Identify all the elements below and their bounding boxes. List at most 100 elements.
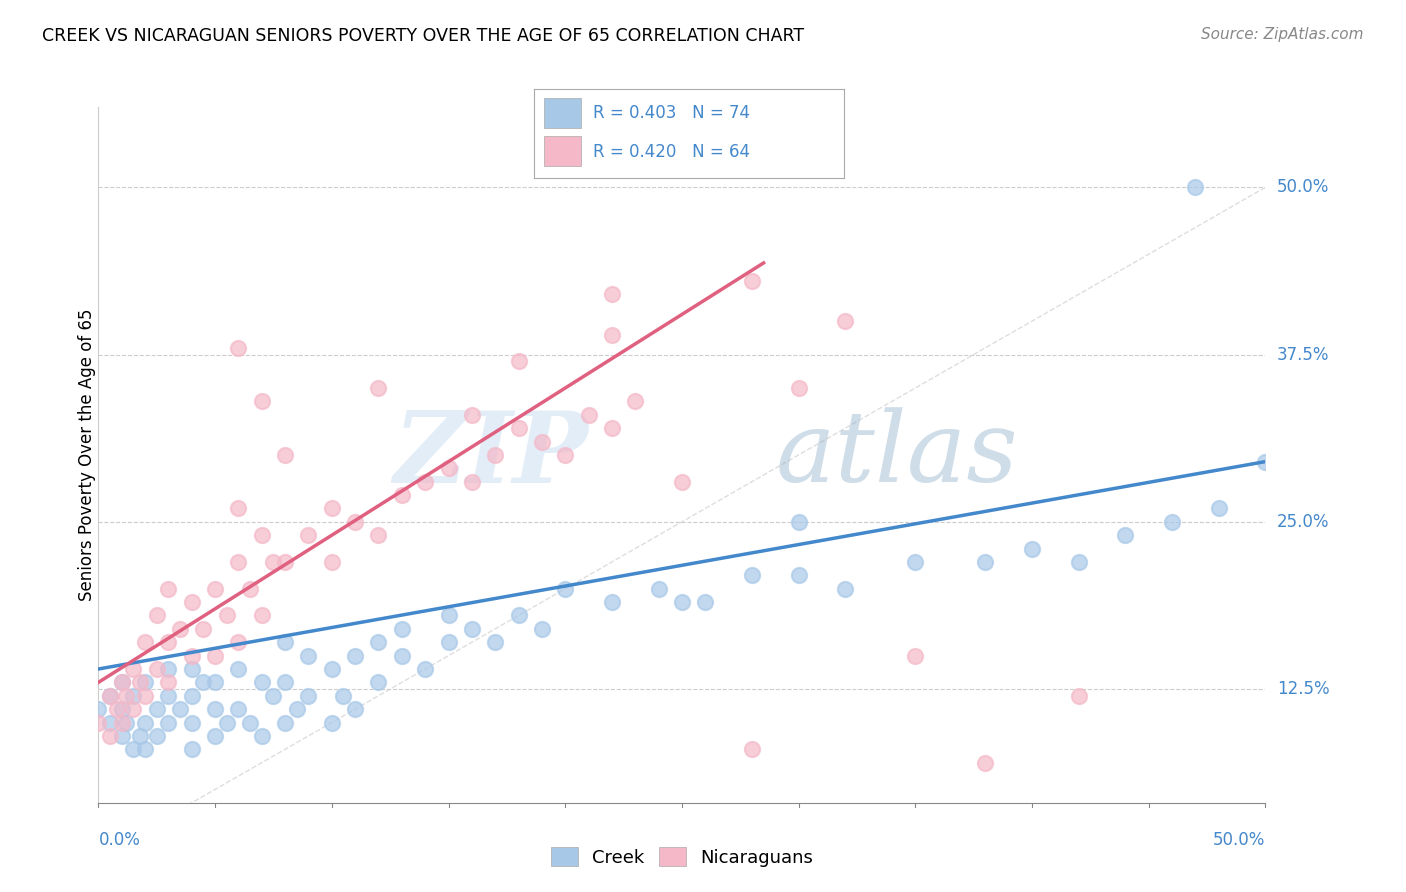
Point bbox=[554, 448, 576, 462]
Bar bbox=[544, 98, 581, 128]
Text: 50.0%: 50.0% bbox=[1213, 830, 1265, 848]
Point bbox=[344, 515, 367, 529]
Point bbox=[1184, 180, 1206, 194]
Point bbox=[146, 662, 169, 676]
Point bbox=[180, 595, 202, 609]
Point bbox=[297, 528, 319, 542]
Point bbox=[122, 662, 145, 676]
Point bbox=[228, 501, 250, 516]
Point bbox=[122, 702, 145, 716]
Point bbox=[1208, 501, 1230, 516]
Point bbox=[695, 595, 717, 609]
Point bbox=[129, 729, 152, 743]
Point bbox=[367, 381, 389, 395]
Point bbox=[129, 675, 152, 690]
Point bbox=[413, 475, 436, 489]
Point bbox=[1021, 541, 1043, 556]
Point bbox=[600, 327, 623, 342]
Point bbox=[391, 488, 413, 502]
Point bbox=[321, 715, 343, 730]
Point bbox=[274, 635, 297, 649]
Text: 25.0%: 25.0% bbox=[1277, 513, 1330, 531]
Point bbox=[787, 568, 810, 582]
Point bbox=[180, 662, 202, 676]
Point bbox=[285, 702, 308, 716]
Point bbox=[530, 434, 553, 449]
Point bbox=[530, 622, 553, 636]
Text: 50.0%: 50.0% bbox=[1277, 178, 1330, 196]
Point bbox=[321, 555, 343, 569]
Point bbox=[297, 689, 319, 703]
Point bbox=[204, 648, 226, 663]
Point bbox=[904, 555, 927, 569]
Point bbox=[367, 675, 389, 690]
Point bbox=[215, 715, 238, 730]
Point bbox=[146, 702, 169, 716]
Point bbox=[180, 715, 202, 730]
Text: 37.5%: 37.5% bbox=[1277, 345, 1330, 364]
Point bbox=[461, 408, 484, 422]
Point bbox=[111, 675, 134, 690]
Point bbox=[134, 715, 156, 730]
Point bbox=[741, 742, 763, 756]
Point bbox=[367, 635, 389, 649]
Point bbox=[157, 582, 180, 596]
Point bbox=[157, 662, 180, 676]
Point bbox=[1254, 455, 1277, 469]
Point bbox=[461, 475, 484, 489]
Point bbox=[157, 689, 180, 703]
Point bbox=[180, 689, 202, 703]
Point bbox=[508, 354, 530, 368]
Point bbox=[600, 595, 623, 609]
Point bbox=[904, 648, 927, 663]
Point bbox=[508, 608, 530, 623]
Point bbox=[105, 702, 128, 716]
Point bbox=[215, 608, 238, 623]
Point bbox=[250, 675, 273, 690]
Point bbox=[578, 408, 600, 422]
Point bbox=[98, 689, 121, 703]
Point bbox=[624, 394, 647, 409]
Point bbox=[180, 648, 202, 663]
Point bbox=[169, 622, 191, 636]
Point bbox=[193, 675, 215, 690]
Point bbox=[146, 608, 169, 623]
Point bbox=[741, 568, 763, 582]
Point bbox=[134, 689, 156, 703]
Point bbox=[157, 715, 180, 730]
Point bbox=[98, 729, 121, 743]
Point bbox=[1114, 528, 1136, 542]
Point bbox=[274, 555, 297, 569]
Point bbox=[274, 448, 297, 462]
Point bbox=[250, 394, 273, 409]
Point bbox=[332, 689, 354, 703]
Point bbox=[87, 715, 110, 730]
Point bbox=[134, 675, 156, 690]
Point bbox=[484, 448, 506, 462]
Legend: Creek, Nicaraguans: Creek, Nicaraguans bbox=[543, 840, 821, 874]
Point bbox=[134, 742, 156, 756]
Point bbox=[413, 662, 436, 676]
Point bbox=[239, 715, 262, 730]
Y-axis label: Seniors Poverty Over the Age of 65: Seniors Poverty Over the Age of 65 bbox=[79, 309, 96, 601]
Text: 0.0%: 0.0% bbox=[98, 830, 141, 848]
Bar bbox=[544, 136, 581, 166]
Point bbox=[111, 715, 134, 730]
Point bbox=[344, 702, 367, 716]
Point bbox=[157, 675, 180, 690]
Point bbox=[169, 702, 191, 716]
Point bbox=[1161, 515, 1184, 529]
Point bbox=[974, 756, 997, 770]
Point bbox=[974, 555, 997, 569]
Point bbox=[98, 689, 121, 703]
Point bbox=[437, 461, 460, 475]
Point bbox=[228, 702, 250, 716]
Point bbox=[262, 555, 284, 569]
Point bbox=[787, 381, 810, 395]
Point bbox=[367, 528, 389, 542]
Point bbox=[228, 555, 250, 569]
Text: CREEK VS NICARAGUAN SENIORS POVERTY OVER THE AGE OF 65 CORRELATION CHART: CREEK VS NICARAGUAN SENIORS POVERTY OVER… bbox=[42, 27, 804, 45]
Text: R = 0.403   N = 74: R = 0.403 N = 74 bbox=[593, 104, 749, 122]
Text: atlas: atlas bbox=[775, 408, 1018, 502]
Point bbox=[391, 622, 413, 636]
